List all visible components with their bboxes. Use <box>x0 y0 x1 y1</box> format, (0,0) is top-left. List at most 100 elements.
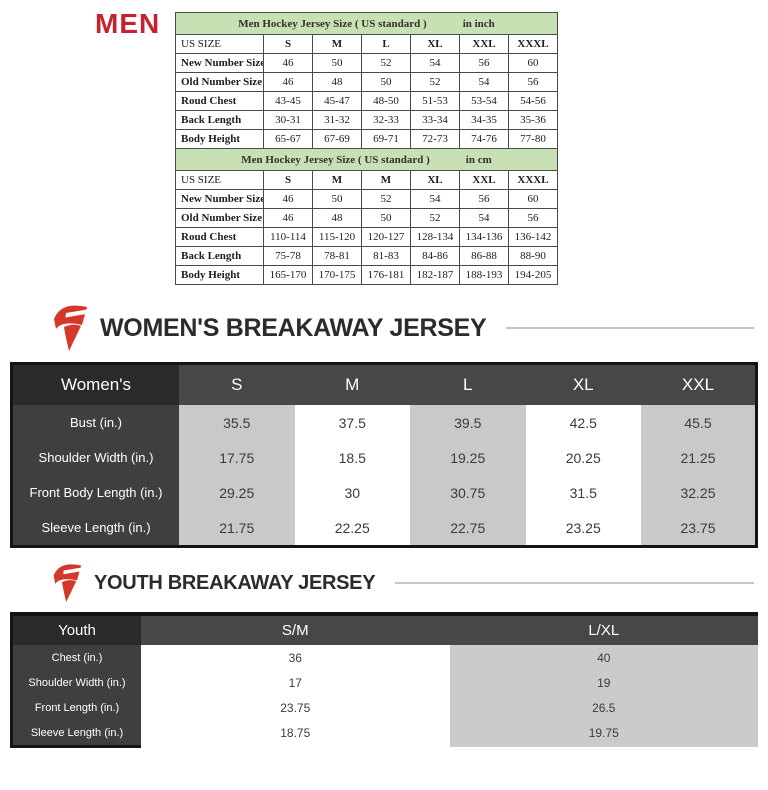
size-column-header: XXL <box>459 170 509 190</box>
table-cell: 35.5 <box>179 405 295 440</box>
women-heading-divider <box>506 327 754 329</box>
men-size-tables: Men Hockey Jersey Size ( US standard ) in… <box>175 12 558 285</box>
row-label: Shoulder Width (in.) <box>11 440 179 475</box>
table-cell: 56 <box>508 72 558 92</box>
table-cell: 19 <box>449 670 758 695</box>
table-row: New Number Size 46 50 52 54 56 60 <box>175 189 558 209</box>
table-cell: 17 <box>288 675 302 690</box>
table-cell: 56 <box>459 53 509 73</box>
men-section: MEN Men Hockey Jersey Size ( US standard… <box>0 0 768 298</box>
row-label: Old Number Size <box>175 208 264 228</box>
table-row: Body Height 165-170 170-175 176-181 182-187 1… <box>175 265 558 285</box>
table-cell: 120-127 <box>361 227 411 247</box>
table-cell: 48 <box>312 72 362 92</box>
table-cell: 52 <box>361 53 411 73</box>
table-title-row: Men Hockey Jersey Size ( US standard ) in… <box>175 12 558 35</box>
table-cell: 53-54 <box>459 91 509 111</box>
table-cell: 30 <box>344 484 361 501</box>
women-section: WOMEN'S BREAKAWAY JERSEY Women's S M L XL XXL… <box>0 300 768 548</box>
table-row: Sleeve Length (in.) 21.75 22.25 22.75 23.25 2… <box>11 510 757 547</box>
table-cell: 69-71 <box>361 129 411 149</box>
column-header: XL <box>525 363 641 405</box>
table-cell: 60 <box>508 53 558 73</box>
table-cell: 26.5 <box>449 695 758 720</box>
header-row: Women's S M L XL XXL <box>11 363 757 405</box>
table-cell: 46 <box>263 53 313 73</box>
table-cell: 21.25 <box>641 440 757 475</box>
table-row: Bust (in.) 35.5 37.5 39.5 42.5 45.5 <box>11 405 757 440</box>
table-cell: 31-32 <box>312 110 362 130</box>
table-cell: 18.5 <box>338 449 366 466</box>
table-cell: 46 <box>263 72 313 92</box>
table-cell: 20.25 <box>565 449 601 466</box>
table-cell: 50 <box>361 72 411 92</box>
table-cell: 48-50 <box>361 91 411 111</box>
table-cell: 45-47 <box>312 91 362 111</box>
table-cell: 46 <box>263 208 313 228</box>
row-label: Chest (in.) <box>10 645 141 670</box>
table-unit: in inch <box>462 17 495 30</box>
table-cell: 34-35 <box>459 110 509 130</box>
size-column-header: XXL <box>459 34 509 54</box>
table-cell: 39.5 <box>410 405 526 440</box>
table-cell: 84-86 <box>410 246 460 266</box>
column-header: S/M <box>141 614 450 645</box>
fanatics-logo-icon <box>52 303 88 353</box>
table-title-text: Men Hockey Jersey Size ( US standard ) <box>238 17 427 30</box>
table-cell: 176-181 <box>361 265 411 285</box>
table-cell: 52 <box>410 208 460 228</box>
table-cell: 48 <box>312 208 362 228</box>
table-cell: 30-31 <box>263 110 313 130</box>
table-cell: 23.25 <box>565 519 601 536</box>
table-corner-header: Youth <box>10 614 141 645</box>
table-cell: 18.75 <box>280 726 311 741</box>
table-cell: 54-56 <box>508 91 558 111</box>
men-section-title: MEN <box>95 8 161 39</box>
table-row: Roud Chest 110-114 115-120 120-127 128-134 13… <box>175 227 558 247</box>
row-label: Old Number Size <box>175 72 264 92</box>
table-cell: 50 <box>361 208 411 228</box>
size-header-row: US SIZE S M M XL XXL XXXL <box>175 170 558 190</box>
table-cell: 17.75 <box>179 440 295 475</box>
size-column-header: XXXL <box>508 170 558 190</box>
table-cell: 54 <box>459 208 509 228</box>
row-header-label: US SIZE <box>175 34 264 54</box>
table-row: Back Length 75-78 78-81 81-83 84-86 86-88 88-9… <box>175 246 558 266</box>
table-title: Men Hockey Jersey Size ( US standard ) in… <box>175 148 558 171</box>
table-row: Shoulder Width (in.) 17 19 <box>10 670 758 695</box>
table-row: Front Length (in.) 23.75 26.5 <box>10 695 758 720</box>
youth-size-table: Youth S/M L/XL Chest (in.) 36 40 Shoulder Widt… <box>10 612 758 748</box>
table-cell: 136-142 <box>508 227 558 247</box>
table-cell: 51-53 <box>410 91 460 111</box>
youth-section-header: YOUTH BREAKAWAY JERSEY <box>52 560 754 606</box>
table-row: Chest (in.) 36 40 <box>10 645 758 670</box>
row-label: Roud Chest <box>175 227 264 247</box>
table-unit: in cm <box>465 153 492 166</box>
column-header: S <box>179 363 295 405</box>
size-header-row: US SIZE S M L XL XXL XXXL <box>175 34 558 54</box>
fanatics-logo-icon <box>52 562 82 604</box>
row-label: Sleeve Length (in.) <box>11 510 179 547</box>
size-column-header: XXXL <box>508 34 558 54</box>
table-cell: 54 <box>459 72 509 92</box>
table-cell: 67-69 <box>312 129 362 149</box>
table-row: Front Body Length (in.) 29.25 30 30.75 31.5 3… <box>11 475 757 510</box>
table-row: Shoulder Width (in.) 17.75 18.5 19.25 20.25 2… <box>11 440 757 475</box>
column-header: L <box>410 363 526 405</box>
table-row: Old Number Size 46 48 50 52 54 56 <box>175 208 558 228</box>
table-cell: 128-134 <box>410 227 460 247</box>
youth-section-heading: YOUTH BREAKAWAY JERSEY <box>94 571 376 594</box>
row-label: New Number Size <box>175 189 264 209</box>
size-column-header: M <box>312 170 362 190</box>
women-section-heading: WOMEN'S BREAKAWAY JERSEY <box>100 313 487 342</box>
table-cell: 22.25 <box>334 519 370 536</box>
table-title: Men Hockey Jersey Size ( US standard ) in… <box>175 12 558 35</box>
table-cell: 56 <box>508 208 558 228</box>
table-row: New Number Size 46 50 52 54 56 60 <box>175 53 558 73</box>
women-size-table: Women's S M L XL XXL Bust (in.) 35.5 37.5 39.5 42.… <box>10 362 758 548</box>
table-cell: 74-76 <box>459 129 509 149</box>
row-label: Bust (in.) <box>11 405 179 440</box>
table-cell: 36 <box>288 650 302 665</box>
table-cell: 35-36 <box>508 110 558 130</box>
table-row: Sleeve Length (in.) 18.75 19.75 <box>10 720 758 748</box>
